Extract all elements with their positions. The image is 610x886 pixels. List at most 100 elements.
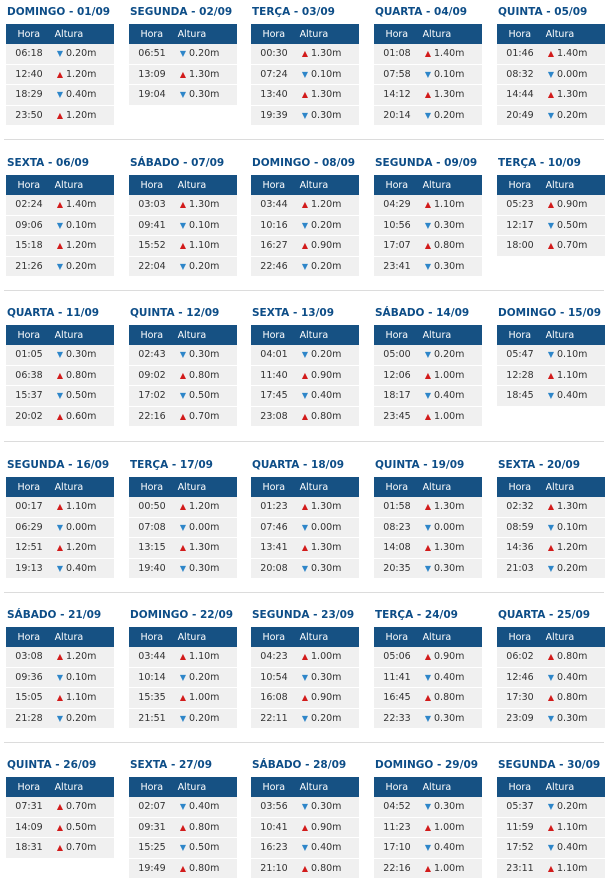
low-tide-arrow-icon: ▼ [179, 802, 187, 812]
high-tide-arrow-icon: ▲ [179, 863, 187, 873]
tide-height-cell: ▼ 0.40m [420, 672, 482, 683]
tide-height-cell: ▼ 0.20m [297, 220, 359, 231]
high-tide-arrow-icon: ▲ [179, 693, 187, 703]
high-tide-arrow-icon: ▲ [301, 652, 309, 662]
header-height-label: Altura [54, 781, 84, 793]
tide-table-header: Hora Altura [129, 175, 237, 195]
tide-row: 06:02 ▲ 0.80m [497, 647, 605, 668]
tide-time: 01:23 [260, 501, 288, 513]
tide-height: 1.40m [434, 48, 465, 60]
high-tide-arrow-icon: ▲ [179, 822, 187, 832]
tide-height-cell: ▼ 0.40m [175, 801, 237, 812]
high-tide-arrow-icon: ▲ [301, 543, 309, 553]
tide-time: 14:09 [15, 821, 43, 833]
tide-height: 0.00m [557, 68, 588, 80]
tide-row: 05:23 ▲ 0.90m [497, 195, 605, 216]
tide-row: 21:28 ▼ 0.20m [6, 708, 114, 729]
tide-height-cell: ▼ 0.00m [175, 522, 237, 533]
tide-time: 22:33 [383, 712, 411, 724]
tide-height-cell: ▲ 1.10m [175, 651, 237, 662]
tide-height-cell: ▼ 0.30m [297, 801, 359, 812]
header-time-label: Hora [262, 28, 286, 40]
tide-row: 07:31 ▲ 0.70m [6, 797, 114, 818]
tide-table-header: Hora Altura [497, 325, 605, 345]
low-tide-arrow-icon: ▼ [56, 261, 64, 271]
tide-time: 04:01 [260, 349, 288, 361]
tide-time: 04:52 [383, 801, 411, 813]
tide-height-cell: ▲ 0.80m [543, 692, 605, 703]
tide-time: 07:46 [260, 521, 288, 533]
tide-height: 0.50m [189, 390, 220, 402]
tide-table: Hora Altura 01:08 ▲ 1.40m 07:58 ▼ 0.10m 14:12 ▲ 1.… [374, 24, 482, 126]
header-time-label: Hora [508, 631, 532, 643]
tide-height: 0.80m [557, 651, 588, 663]
tide-time: 16:23 [260, 842, 288, 854]
tide-height-cell: ▼ 0.10m [420, 69, 482, 80]
tide-height: 0.90m [311, 369, 342, 381]
tide-height-cell: ▼ 0.20m [52, 713, 114, 724]
tide-height: 0.20m [189, 48, 220, 60]
tide-height-cell: ▼ 0.20m [543, 801, 605, 812]
low-tide-arrow-icon: ▼ [301, 843, 309, 853]
tide-height: 1.10m [434, 199, 465, 211]
tide-height: 0.30m [434, 219, 465, 231]
header-height-label: Altura [422, 781, 452, 793]
tide-time: 15:25 [138, 842, 166, 854]
tide-row: 03:08 ▲ 1.20m [6, 647, 114, 668]
tide-height: 1.30m [434, 501, 465, 513]
header-height-label: Altura [422, 329, 452, 341]
tide-time: 20:08 [260, 562, 288, 574]
tide-time: 02:24 [15, 199, 43, 211]
week-divider [4, 139, 604, 140]
tide-height-cell: ▲ 1.20m [52, 651, 114, 662]
tide-height-cell: ▲ 0.90m [297, 692, 359, 703]
week-divider [4, 592, 604, 593]
low-tide-arrow-icon: ▼ [179, 350, 187, 360]
header-time-label: Hora [140, 481, 164, 493]
tide-height-cell: ▼ 0.30m [297, 672, 359, 683]
high-tide-arrow-icon: ▲ [301, 693, 309, 703]
low-tide-arrow-icon: ▼ [56, 391, 64, 401]
tide-height-cell: ▲ 1.10m [543, 370, 605, 381]
low-tide-arrow-icon: ▼ [179, 843, 187, 853]
high-tide-arrow-icon: ▲ [547, 693, 555, 703]
tide-height: 1.00m [434, 862, 465, 874]
tide-row: 13:15 ▲ 1.30m [129, 538, 237, 559]
tide-row: 01:58 ▲ 1.30m [374, 497, 482, 518]
tide-row: 03:44 ▲ 1.10m [129, 647, 237, 668]
tide-height-cell: ▼ 0.50m [52, 390, 114, 401]
low-tide-arrow-icon: ▼ [547, 220, 555, 230]
tide-time: 12:17 [506, 219, 534, 231]
tide-row: 17:10 ▼ 0.40m [374, 838, 482, 859]
low-tide-arrow-icon: ▼ [301, 672, 309, 682]
tide-time: 22:04 [138, 260, 166, 272]
low-tide-arrow-icon: ▼ [56, 90, 64, 100]
tide-height-cell: ▼ 0.20m [543, 110, 605, 121]
tide-row: 22:11 ▼ 0.20m [251, 708, 359, 729]
day-title: DOMINGO - 01/09 [7, 6, 111, 18]
tide-time: 14:12 [383, 89, 411, 101]
tide-time: 05:23 [506, 199, 534, 211]
tide-height-cell: ▲ 1.40m [543, 48, 605, 59]
tide-time: 10:14 [138, 671, 166, 683]
tide-row: 02:24 ▲ 1.40m [6, 195, 114, 216]
tide-row: 10:14 ▼ 0.20m [129, 667, 237, 688]
tide-time: 21:26 [15, 260, 43, 272]
tide-time: 18:17 [383, 390, 411, 402]
tide-table-header: Hora Altura [497, 477, 605, 497]
tide-row: 11:41 ▼ 0.40m [374, 667, 482, 688]
tide-row: 03:44 ▲ 1.20m [251, 195, 359, 216]
tide-row: 15:52 ▲ 1.10m [129, 236, 237, 257]
high-tide-arrow-icon: ▲ [547, 241, 555, 251]
tide-height: 0.10m [434, 68, 465, 80]
tide-height: 1.30m [189, 542, 220, 554]
header-time-label: Hora [140, 781, 164, 793]
low-tide-arrow-icon: ▼ [424, 350, 432, 360]
tide-time: 08:59 [506, 521, 534, 533]
header-height-label: Altura [545, 28, 575, 40]
tide-row: 11:40 ▲ 0.90m [251, 365, 359, 386]
tide-height: 0.20m [189, 260, 220, 272]
day-title: DOMINGO - 15/09 [498, 307, 602, 319]
tide-height: 0.30m [434, 712, 465, 724]
tide-time: 06:18 [15, 48, 43, 60]
